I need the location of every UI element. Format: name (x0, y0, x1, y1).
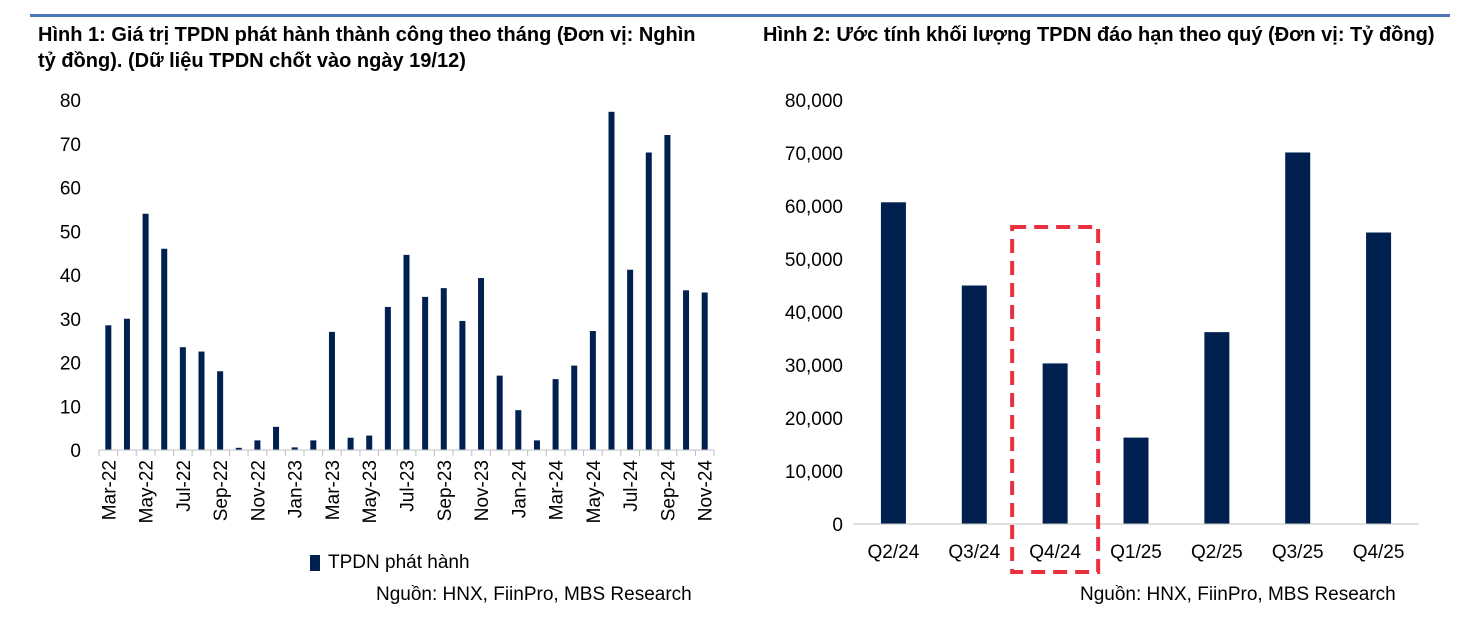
figure1-title: Hình 1: Giá trị TPDN phát hành thành côn… (38, 24, 696, 72)
y-tick-label: 70,000 (785, 144, 843, 165)
y-tick-label: 30,000 (785, 356, 843, 377)
bar-Q1/25 (1123, 437, 1149, 524)
bar-Jul-23 (403, 254, 410, 450)
figure2-chart: 0 10,000 20,000 30,000 40,000 50,000 60,000 70,… (785, 91, 1419, 574)
bar-Oct-24 (683, 290, 690, 450)
legend-label: TPDN phát hành (328, 552, 470, 573)
bar-Feb-23 (310, 440, 317, 450)
bar-Jan-23 (291, 447, 298, 450)
bar-Mar-22 (105, 325, 112, 450)
x-tick-label: Jan-23 (286, 460, 307, 518)
x-tick-label: Q2/25 (1191, 542, 1243, 563)
bar-Jun-22 (161, 248, 168, 450)
y-tick-label: 60 (60, 179, 81, 200)
x-tick-label: Jan-24 (509, 460, 530, 519)
y-tick-label: 70 (60, 135, 81, 156)
x-tick-label: Sep-24 (658, 460, 679, 522)
y-tick-label: 20 (60, 354, 81, 375)
bar-Sep-24 (664, 135, 671, 450)
x-tick-label: May-23 (360, 460, 381, 523)
x-tick-label: Mar-24 (547, 460, 568, 521)
x-tick-label: May-24 (584, 460, 605, 524)
figure2-title: Hình 2: Ước tính khối lượng TPDN đáo hạn… (763, 24, 1435, 46)
bar-Feb-24 (533, 440, 540, 450)
bar-Q4/24 (1042, 363, 1068, 524)
bar-Q4/25 (1366, 232, 1392, 524)
x-tick-label: Jul-24 (621, 460, 642, 512)
bar-Apr-23 (347, 437, 354, 450)
y-tick-label: 10 (60, 397, 81, 418)
x-tick-label: Nov-22 (248, 460, 269, 521)
x-tick-label: Sep-23 (435, 460, 456, 521)
x-tick-label: Sep-22 (211, 460, 232, 521)
bar-Jul-24 (627, 269, 634, 450)
bar-Aug-23 (422, 296, 429, 450)
bar-Q3/24 (961, 285, 987, 524)
y-tick-label: 40 (60, 266, 81, 287)
x-tick-label: Q2/24 (868, 542, 920, 563)
y-tick-label: 10,000 (785, 462, 843, 483)
y-tick-label: 0 (70, 441, 81, 462)
bar-Sep-22 (217, 371, 224, 450)
y-tick-label: 60,000 (785, 197, 843, 218)
x-tick-label: Q3/24 (948, 542, 1000, 563)
bar-Aug-24 (645, 152, 652, 450)
bar-Nov-23 (478, 278, 485, 450)
x-tick-label: Q4/24 (1029, 542, 1081, 563)
x-tick-label: Mar-23 (323, 460, 344, 520)
figure1-legend: TPDN phát hành (310, 552, 470, 574)
y-tick-label: 20,000 (785, 409, 843, 430)
bar-Apr-24 (571, 365, 578, 450)
figure1-source: Nguồn: HNX, FiinPro, MBS Research (376, 584, 692, 605)
bar-May-24 (589, 331, 596, 450)
top-rule (30, 14, 1450, 17)
y-tick-label: 50,000 (785, 250, 843, 271)
bar-May-23 (366, 435, 373, 450)
bar-Apr-22 (123, 318, 130, 450)
legend-swatch (310, 555, 320, 571)
x-tick-label: Nov-24 (696, 460, 717, 522)
bar-Mar-24 (552, 379, 559, 450)
bar-Jun-23 (384, 306, 391, 450)
y-tick-label: 80 (60, 91, 81, 112)
bar-Nov-24 (701, 292, 708, 450)
figure2-source: Nguồn: HNX, FiinPro, MBS Research (1080, 584, 1396, 605)
bar-Jun-24 (608, 111, 615, 450)
figure1-panel: Hình 1: Giá trị TPDN phát hành thành côn… (38, 24, 717, 605)
figure1-chart: 0 10 20 30 40 50 60 70 80 Mar-22 May-22 Jul-22 Sep-2… (60, 91, 717, 524)
y-tick-label: 30 (60, 310, 81, 331)
bar-Jan-24 (515, 410, 522, 450)
y-tick-label: 80,000 (785, 91, 843, 112)
x-tick-label: Q1/25 (1110, 542, 1162, 563)
bar-Dec-22 (273, 426, 280, 450)
x-tick-label: Q3/25 (1272, 542, 1324, 563)
highlight-box (1010, 225, 1101, 574)
y-tick-label: 0 (832, 515, 843, 536)
bar-Q3/25 (1285, 152, 1311, 524)
bar-Nov-22 (254, 440, 261, 450)
bar-Q2/24 (880, 202, 906, 525)
x-tick-label: Nov-23 (472, 460, 493, 521)
bar-Dec-23 (496, 375, 503, 450)
y-tick-label: 50 (60, 222, 81, 243)
bar-Oct-22 (235, 447, 242, 450)
bar-Sep-23 (440, 288, 447, 450)
x-tick-label: Mar-22 (99, 460, 120, 520)
bar-Aug-22 (198, 351, 205, 450)
x-tick-label: May-22 (137, 460, 158, 523)
y-tick-label: 40,000 (785, 303, 843, 324)
x-tick-label: Jul-22 (174, 460, 195, 512)
x-tick-label: Q4/25 (1353, 542, 1405, 563)
x-tick-label: Jul-23 (398, 460, 419, 512)
bar-Q2/25 (1204, 332, 1230, 524)
bar-Oct-23 (459, 320, 466, 450)
bar-May-22 (142, 213, 149, 450)
bar-Mar-23 (328, 331, 335, 450)
bar-Jul-22 (179, 347, 186, 450)
figure2-panel: Hình 2: Ước tính khối lượng TPDN đáo hạn… (745, 0, 1474, 620)
